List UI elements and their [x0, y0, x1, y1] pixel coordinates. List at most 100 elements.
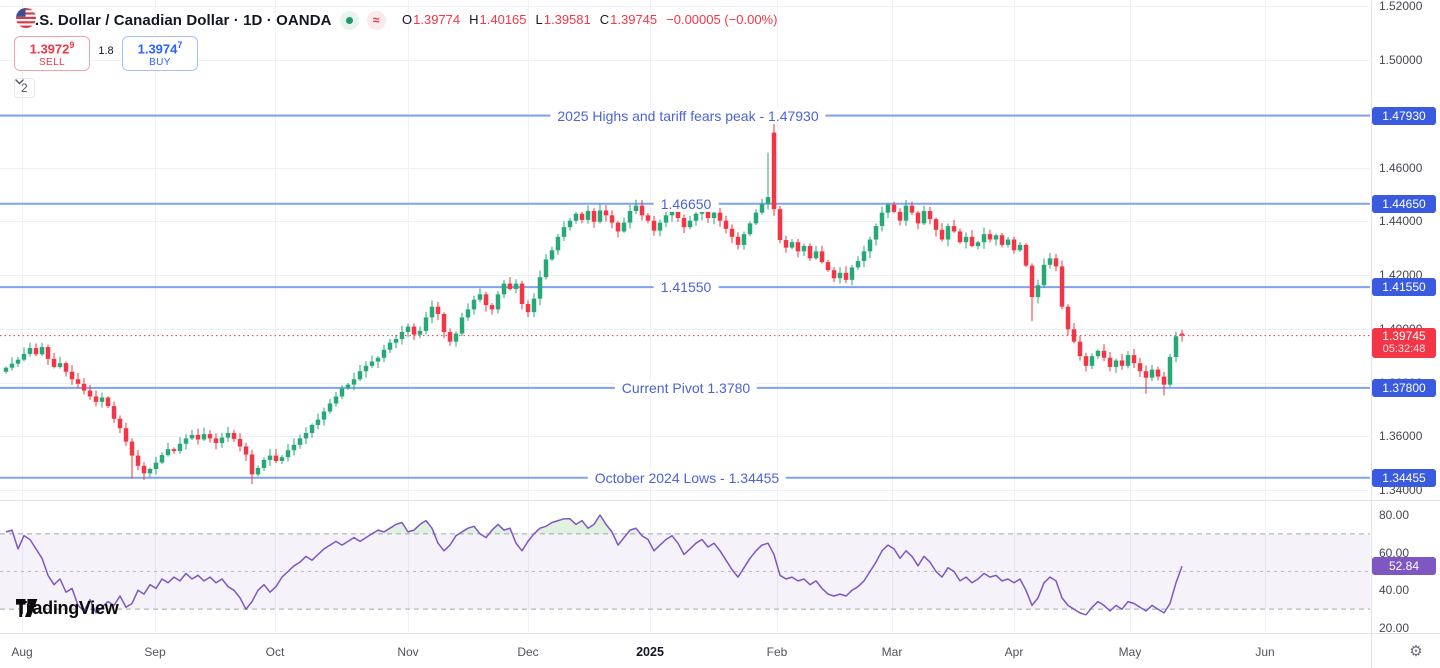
candle-body — [1113, 360, 1119, 367]
candle-body — [237, 438, 243, 447]
time-axis-label[interactable]: 2025 — [636, 645, 664, 659]
candle-body — [435, 306, 441, 314]
candle-body — [543, 259, 549, 278]
symbol-title[interactable]: U.S. Dollar / Canadian Dollar · 1D · OAN… — [24, 11, 332, 29]
time-axis-label[interactable]: Apr — [1004, 645, 1024, 659]
rsi-axis-tick[interactable]: 60.00 — [1379, 545, 1410, 560]
pane-separator[interactable] — [0, 500, 1440, 501]
candle-body — [849, 267, 855, 280]
candle-body — [363, 365, 369, 372]
close-label: C — [599, 12, 610, 27]
change-value: −0.00005 (−0.00%) — [666, 12, 778, 27]
time-axis-label[interactable]: Nov — [397, 645, 419, 659]
candle-body — [429, 306, 435, 318]
level-axis-badge: 1.37800 — [1372, 378, 1436, 397]
price-axis-tick[interactable]: 1.46000 — [1379, 160, 1423, 175]
candle-body — [1137, 363, 1143, 372]
candle-body — [453, 333, 459, 342]
candle-body — [327, 403, 333, 412]
price-axis-tick[interactable]: 1.52000 — [1379, 0, 1423, 14]
ohlc-values: O 1.39774 H 1.40165 L 1.39581 C 1.39745 −0.0… — [402, 12, 777, 27]
time-axis-label[interactable]: Dec — [517, 645, 539, 659]
candle-body — [507, 283, 513, 289]
candle-body — [717, 212, 723, 221]
level-label[interactable]: 1.41550 — [653, 279, 719, 296]
candle-body — [39, 347, 45, 355]
price-axis-tick[interactable]: 1.36000 — [1379, 429, 1423, 444]
time-axis-label[interactable]: May — [1118, 645, 1142, 659]
candle-body — [1161, 376, 1167, 385]
candle-body — [195, 434, 201, 440]
level-label[interactable]: October 2024 Lows - 1.34455 — [587, 469, 787, 486]
candle-body — [9, 363, 15, 368]
candle-body — [789, 242, 795, 248]
level-label[interactable]: 2025 Highs and tariff fears peak - 1.479… — [550, 107, 826, 124]
candle-body — [357, 371, 363, 380]
buy-button[interactable]: 1.39747 BUY — [122, 36, 198, 71]
candle-body — [813, 251, 819, 259]
candle-body — [867, 239, 873, 252]
candle-body — [27, 348, 33, 354]
candle-body — [753, 212, 759, 224]
candle-body — [231, 433, 237, 439]
candle-body — [897, 211, 903, 221]
candle-body — [831, 270, 837, 279]
tradingview-logo-text: TradingView — [16, 598, 119, 618]
candle-body — [105, 397, 111, 407]
candle-body — [861, 251, 867, 262]
level-label[interactable]: Current Pivot 1.3780 — [614, 379, 758, 396]
candle-body — [651, 220, 657, 231]
rsi-line[interactable] — [5, 514, 1183, 616]
candle-body — [189, 434, 195, 439]
time-axis-label[interactable]: Aug — [11, 645, 33, 659]
candle-body — [591, 211, 597, 222]
time-axis-label[interactable]: Jun — [1255, 645, 1275, 659]
candle-body — [573, 213, 579, 221]
candle-body — [405, 326, 411, 332]
sell-button[interactable]: 1.39729 SELL — [14, 36, 90, 71]
candle-body — [513, 283, 519, 289]
candle-body — [129, 441, 135, 456]
rsi-axis-tick[interactable]: 40.00 — [1379, 583, 1410, 598]
candle-body — [483, 294, 489, 306]
high-value: 1.40165 — [479, 12, 527, 27]
candle-body — [609, 215, 615, 223]
candle-body — [1047, 258, 1053, 265]
level-label[interactable]: 1.46650 — [653, 195, 719, 212]
candle-body — [645, 215, 651, 221]
rsi-axis-tick[interactable]: 20.00 — [1379, 620, 1410, 635]
candle-body — [411, 326, 417, 335]
time-axis-label[interactable]: Mar — [881, 645, 903, 659]
candle-body — [561, 227, 567, 237]
candle-body — [687, 220, 693, 228]
candle-body — [819, 251, 825, 263]
rsi-axis-tick[interactable]: 80.00 — [1379, 508, 1410, 522]
price-axis-tick[interactable]: 1.50000 — [1379, 53, 1423, 67]
candle-body — [1017, 244, 1023, 251]
market-status-icon[interactable] — [339, 10, 359, 30]
time-axis-label[interactable]: Feb — [766, 645, 788, 659]
candle-body — [681, 218, 687, 228]
time-axis-label[interactable]: Oct — [265, 645, 285, 659]
candle-body — [969, 236, 975, 246]
price-axis-tick[interactable]: 1.44000 — [1379, 214, 1423, 229]
candle-body — [171, 449, 177, 452]
tradingview-logo[interactable]: TradingView — [16, 598, 119, 619]
candle-body — [567, 220, 573, 228]
candle-body — [135, 455, 141, 466]
candle-body — [243, 446, 249, 455]
candle-body — [3, 367, 9, 372]
candle-body — [711, 212, 717, 219]
delayed-data-icon[interactable]: ≈ — [366, 10, 386, 30]
candle-body — [747, 223, 753, 235]
candle-body — [633, 205, 639, 212]
collapse-indicators-chip[interactable]: 2 — [14, 78, 35, 98]
time-axis-settings-gear-icon[interactable]: ⚙ — [1409, 643, 1423, 660]
candle-body — [777, 209, 783, 241]
candle-body — [1029, 265, 1035, 298]
time-axis-label[interactable]: Sep — [144, 645, 166, 659]
candle-body — [1179, 333, 1185, 336]
candlestick-series — [3, 115, 1185, 485]
level-axis-badge: 1.47930 — [1372, 106, 1436, 125]
